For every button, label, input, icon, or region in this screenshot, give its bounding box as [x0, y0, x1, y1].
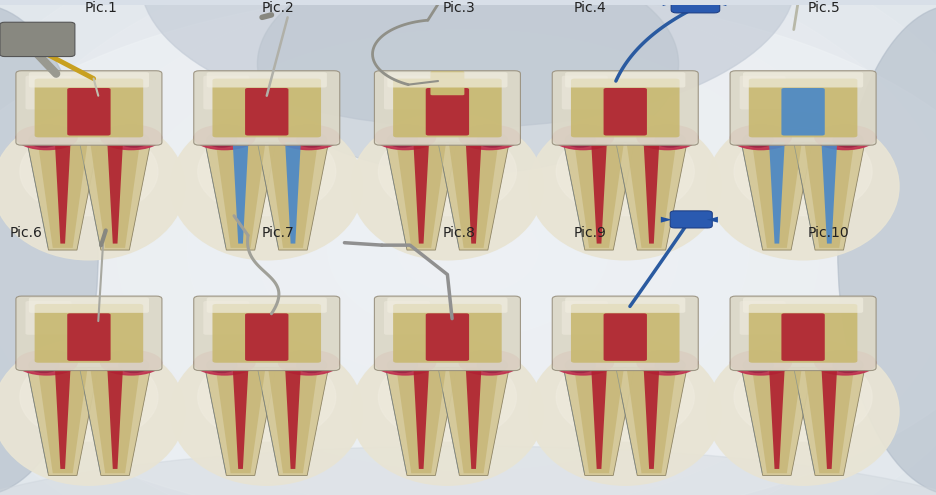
Text: Pic.4: Pic.4 — [574, 0, 607, 14]
Polygon shape — [466, 142, 481, 244]
Ellipse shape — [833, 133, 863, 147]
Polygon shape — [574, 142, 624, 248]
Ellipse shape — [29, 133, 59, 147]
Polygon shape — [563, 368, 635, 475]
Ellipse shape — [708, 113, 899, 260]
Polygon shape — [414, 142, 429, 244]
Polygon shape — [574, 368, 624, 473]
Ellipse shape — [278, 125, 339, 149]
Polygon shape — [644, 142, 659, 244]
Polygon shape — [822, 142, 837, 244]
FancyBboxPatch shape — [25, 76, 71, 109]
Ellipse shape — [743, 358, 773, 373]
FancyArrowPatch shape — [28, 370, 48, 473]
Ellipse shape — [388, 358, 417, 373]
Ellipse shape — [297, 358, 327, 373]
Polygon shape — [268, 142, 318, 248]
Ellipse shape — [0, 5, 98, 495]
FancyBboxPatch shape — [671, 0, 720, 13]
Polygon shape — [268, 368, 318, 473]
Polygon shape — [396, 142, 446, 248]
Polygon shape — [414, 368, 429, 469]
FancyArrowPatch shape — [617, 370, 636, 473]
Ellipse shape — [29, 358, 59, 373]
Ellipse shape — [187, 74, 749, 426]
Polygon shape — [285, 368, 300, 469]
Ellipse shape — [47, 0, 889, 495]
Polygon shape — [563, 142, 635, 250]
Ellipse shape — [257, 0, 679, 174]
Polygon shape — [27, 142, 98, 250]
FancyArrowPatch shape — [617, 145, 636, 248]
Ellipse shape — [459, 350, 520, 375]
Ellipse shape — [101, 125, 162, 149]
Ellipse shape — [743, 133, 773, 147]
Ellipse shape — [257, 118, 679, 382]
Polygon shape — [386, 368, 457, 475]
FancyBboxPatch shape — [35, 79, 143, 138]
FancyArrowPatch shape — [206, 370, 226, 473]
Polygon shape — [804, 142, 855, 248]
Polygon shape — [448, 142, 499, 248]
Polygon shape — [108, 142, 123, 244]
FancyBboxPatch shape — [565, 72, 685, 88]
Ellipse shape — [833, 358, 863, 373]
Ellipse shape — [17, 350, 77, 375]
Ellipse shape — [556, 353, 695, 441]
Ellipse shape — [655, 358, 685, 373]
Polygon shape — [752, 142, 802, 248]
Ellipse shape — [195, 125, 255, 149]
Ellipse shape — [814, 350, 876, 375]
Ellipse shape — [207, 358, 237, 373]
FancyBboxPatch shape — [393, 79, 502, 138]
Ellipse shape — [378, 128, 517, 216]
Polygon shape — [257, 142, 329, 250]
Polygon shape — [27, 368, 98, 475]
FancyBboxPatch shape — [739, 301, 785, 335]
Ellipse shape — [553, 350, 614, 375]
Text: Pic.2: Pic.2 — [262, 0, 295, 14]
Ellipse shape — [556, 128, 695, 216]
Ellipse shape — [814, 125, 876, 149]
Polygon shape — [616, 142, 687, 250]
FancyBboxPatch shape — [426, 313, 469, 361]
Polygon shape — [233, 368, 248, 469]
FancyBboxPatch shape — [16, 71, 162, 145]
FancyArrowPatch shape — [28, 145, 48, 248]
FancyBboxPatch shape — [739, 76, 785, 109]
FancyBboxPatch shape — [552, 71, 698, 145]
Polygon shape — [257, 368, 329, 475]
Polygon shape — [448, 368, 499, 473]
FancyArrowPatch shape — [742, 370, 762, 473]
Ellipse shape — [374, 350, 436, 375]
Ellipse shape — [171, 113, 363, 260]
FancyBboxPatch shape — [782, 313, 825, 361]
FancyBboxPatch shape — [203, 76, 249, 109]
Ellipse shape — [459, 125, 520, 149]
FancyBboxPatch shape — [203, 301, 249, 335]
Ellipse shape — [119, 358, 149, 373]
Polygon shape — [794, 368, 865, 475]
Polygon shape — [626, 368, 677, 473]
Ellipse shape — [398, 206, 538, 294]
Polygon shape — [769, 142, 784, 244]
Ellipse shape — [477, 133, 507, 147]
Text: Pic.10: Pic.10 — [808, 226, 849, 240]
FancyArrowPatch shape — [795, 370, 814, 473]
Polygon shape — [80, 142, 151, 250]
Ellipse shape — [388, 133, 417, 147]
FancyBboxPatch shape — [384, 301, 430, 335]
FancyArrowPatch shape — [795, 145, 814, 248]
Ellipse shape — [20, 128, 158, 216]
Ellipse shape — [565, 358, 595, 373]
Ellipse shape — [637, 125, 698, 149]
Polygon shape — [616, 368, 687, 475]
FancyBboxPatch shape — [393, 304, 502, 363]
Polygon shape — [90, 142, 140, 248]
FancyArrowPatch shape — [80, 370, 100, 473]
Ellipse shape — [378, 353, 517, 441]
